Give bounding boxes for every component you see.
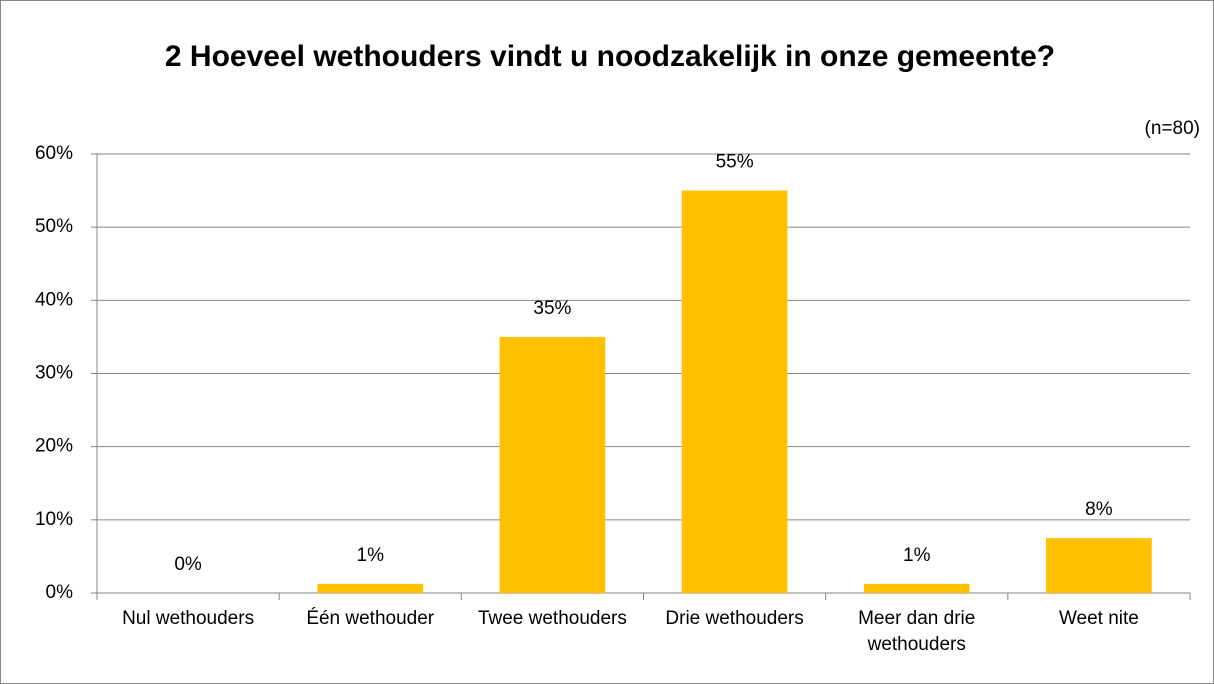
y-tick-label: 10%: [35, 509, 73, 530]
value-label: 35%: [533, 298, 571, 319]
x-tick-label: Drie wethouders: [665, 608, 804, 629]
y-tick-label: 30%: [35, 363, 73, 384]
x-tick-label: Nul wethouders: [122, 608, 255, 629]
y-tick-label: 20%: [35, 436, 73, 457]
annotation: (n=80): [1144, 118, 1200, 139]
y-tick-label: 50%: [35, 216, 73, 237]
x-tick-label: Meer dan drie wethouders: [858, 608, 976, 655]
y-tick-label: 40%: [35, 289, 73, 310]
bar: [1046, 538, 1152, 593]
bar: [317, 583, 424, 593]
value-label: 55%: [716, 152, 754, 173]
bar: [863, 583, 970, 593]
chart-title: 2 Hoeveel wethouders vindt u noodzakelij…: [164, 40, 1056, 73]
value-label: 1%: [357, 545, 385, 566]
y-tick-label: 0%: [46, 582, 74, 603]
x-tick-label: Weet nite: [1058, 608, 1139, 629]
x-tick-label: Één wethouder: [306, 608, 435, 629]
value-label: 0%: [174, 554, 202, 575]
y-tick-label: 60%: [35, 143, 73, 164]
bar: [499, 336, 606, 593]
x-tick-label: Twee wethouders: [477, 608, 627, 629]
value-label: 8%: [1085, 499, 1113, 520]
bar: [681, 190, 788, 594]
value-label: 1%: [903, 545, 931, 566]
